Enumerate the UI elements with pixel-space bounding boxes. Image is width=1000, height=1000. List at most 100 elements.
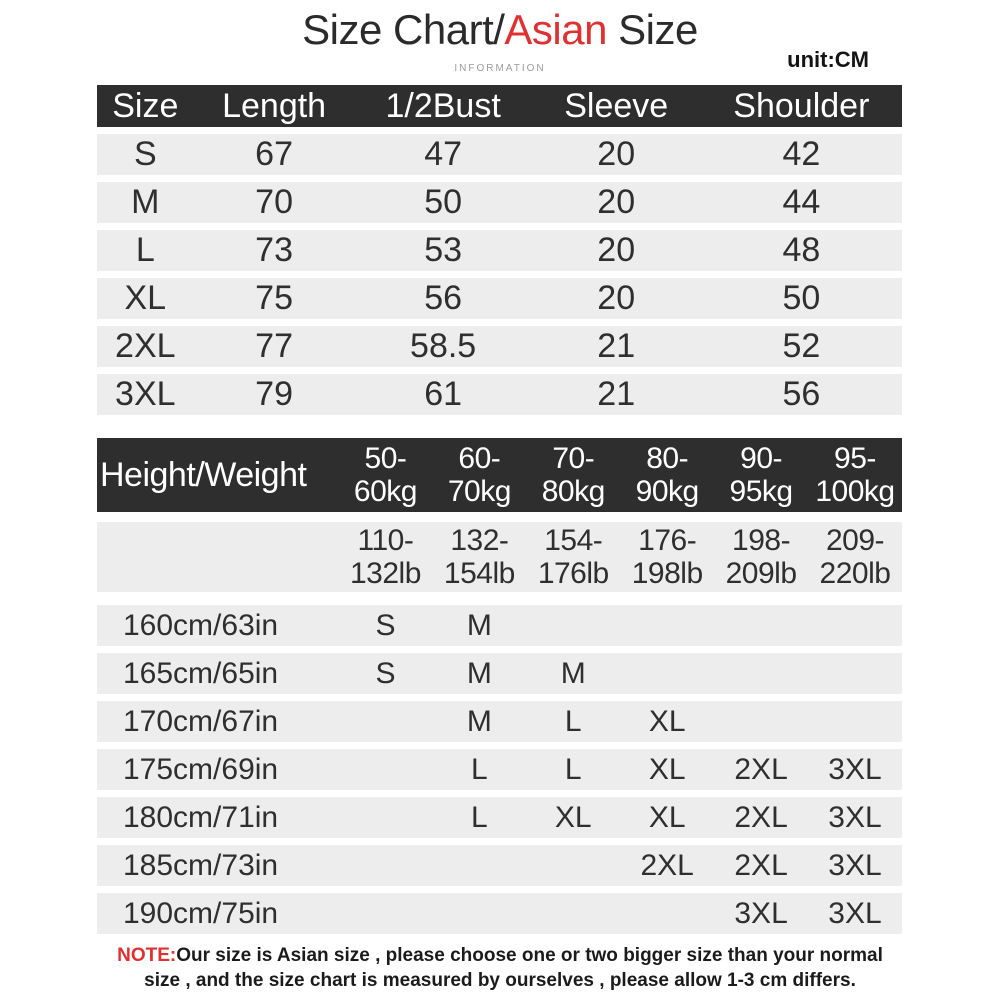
fit-cell: L: [564, 704, 582, 738]
page-title: Size Chart/Asian Size: [0, 6, 1000, 54]
table-row: S 67 47 20 42: [97, 134, 902, 175]
corner-label: Height/Weight: [100, 455, 307, 494]
fit-table-header-row: Height/Weight 50- 60kg 60- 70kg 70- 80kg…: [97, 438, 902, 512]
length-cell: 73: [255, 231, 293, 269]
note-label: NOTE:: [117, 945, 177, 966]
weight-kg-line2: 70kg: [447, 475, 512, 508]
note-line1: Our size is Asian size , please choose o…: [176, 945, 883, 966]
weight-header-cell: 80- 90kg: [620, 442, 714, 508]
size-note: NOTE:Our size is Asian size , please cho…: [85, 944, 915, 993]
fit-cell: 3XL: [828, 896, 882, 930]
weight-lb-cell: 132- 154lb: [432, 524, 526, 590]
table-row: 3XL 79 61 21 56: [97, 374, 902, 415]
weight-kg-line2: 100kg: [815, 475, 895, 508]
weight-header-cell: 50- 60kg: [339, 442, 433, 508]
fit-cell: L: [471, 800, 488, 834]
weight-lb-cell: 209- 220lb: [808, 524, 902, 590]
size-table-header-row: Size Length 1/2Bust Sleeve Shoulder: [97, 85, 902, 127]
fit-cell: M: [466, 608, 492, 642]
pounds-row: 110- 132lb 132- 154lb 154- 176lb 176- 19…: [97, 522, 902, 592]
bust-cell: 61: [424, 375, 463, 413]
information-label: INFORMATION: [454, 63, 546, 74]
fit-cell: 2XL: [734, 848, 788, 882]
weight-kg-line2: 80kg: [541, 475, 606, 508]
height-row: 180cm/71in L XL XL 2XL 3XL: [97, 797, 902, 838]
weight-lb-line1: 176-: [638, 524, 697, 557]
size-cell: XL: [124, 279, 167, 317]
fit-cell: 3XL: [828, 752, 882, 786]
weight-header-cell: 60- 70kg: [432, 442, 526, 508]
length-cell: 70: [255, 183, 293, 221]
fit-cell: 3XL: [734, 896, 788, 930]
weight-lb-line2: 176lb: [537, 557, 609, 590]
fit-cell: M: [466, 656, 492, 690]
size-cell: M: [131, 183, 160, 221]
fit-cell: L: [564, 752, 582, 786]
shoulder-cell: 48: [782, 231, 821, 269]
weight-lb-cell: 110- 132lb: [339, 524, 433, 590]
shoulder-cell: 42: [782, 135, 821, 173]
weight-lb-cell: 154- 176lb: [526, 524, 620, 590]
bust-cell: 56: [424, 279, 463, 317]
fit-cell: 2XL: [734, 800, 788, 834]
height-label: 160cm/63in: [123, 608, 279, 642]
column-header-size: Size: [112, 86, 179, 125]
height-label: 170cm/67in: [123, 704, 279, 738]
height-row: 165cm/65in S M M: [97, 653, 902, 694]
bust-cell: 50: [424, 183, 463, 221]
weight-kg-line1: 95-: [834, 442, 876, 475]
height-label: 165cm/65in: [123, 656, 279, 690]
weight-lb-cell: 176- 198lb: [620, 524, 714, 590]
height-row: 170cm/67in M L XL: [97, 701, 902, 742]
bust-cell: 53: [424, 231, 463, 269]
fit-cell: 2XL: [640, 848, 694, 882]
sleeve-cell: 20: [597, 183, 636, 221]
title-part2: Size: [606, 6, 698, 53]
shoulder-cell: 50: [782, 279, 821, 317]
size-table: Size Length 1/2Bust Sleeve Shoulder S 67…: [97, 85, 902, 415]
weight-kg-line1: 80-: [646, 442, 689, 475]
fit-cell: XL: [648, 704, 686, 738]
weight-kg-line2: 60kg: [353, 475, 418, 508]
weight-lb-line2: 132lb: [350, 557, 421, 590]
title-part1: Size Chart/: [302, 6, 505, 53]
fit-cell: M: [560, 656, 586, 690]
weight-lb-line2: 154lb: [443, 557, 515, 590]
height-label: 180cm/71in: [123, 800, 279, 834]
fit-cell: 2XL: [734, 752, 788, 786]
fit-cell: S: [375, 608, 396, 642]
weight-kg-line1: 70-: [552, 442, 595, 475]
sleeve-cell: 21: [597, 327, 636, 365]
note-line2: size , and the size chart is measured by…: [144, 969, 856, 991]
fit-cell: XL: [648, 800, 686, 834]
size-cell: 3XL: [115, 375, 176, 413]
height-row: 185cm/73in 2XL 2XL 3XL: [97, 845, 902, 886]
fit-cell: L: [471, 752, 488, 786]
weight-header-cell: 90- 95kg: [714, 442, 808, 508]
column-header-length: Length: [222, 86, 327, 125]
sleeve-cell: 20: [597, 135, 636, 173]
table-row: XL 75 56 20 50: [97, 278, 902, 319]
fit-cell: XL: [554, 800, 592, 834]
weight-kg-line2: 95kg: [729, 475, 794, 508]
weight-kg-line1: 90-: [740, 442, 782, 475]
length-cell: 77: [255, 327, 293, 365]
title-accent: Asian: [504, 6, 607, 53]
height-label: 185cm/73in: [123, 848, 279, 882]
weight-header-cell: 70- 80kg: [526, 442, 620, 508]
size-cell: L: [135, 231, 155, 269]
weight-lb-line1: 154-: [544, 524, 603, 557]
weight-kg-line1: 60-: [458, 442, 501, 475]
weight-lb-line1: 209-: [825, 524, 885, 557]
weight-lb-line1: 110-: [357, 524, 414, 557]
height-label: 175cm/69in: [123, 752, 279, 786]
size-cell: 2XL: [115, 327, 176, 365]
weight-lb-cell: 198- 209lb: [714, 524, 808, 590]
weight-lb-line2: 209lb: [725, 557, 797, 590]
height-row: 175cm/69in L L XL 2XL 3XL: [97, 749, 902, 790]
weight-lb-line1: 132-: [450, 524, 509, 557]
height-row: 160cm/63in S M: [97, 605, 902, 646]
length-cell: 67: [255, 135, 293, 173]
length-cell: 75: [255, 279, 293, 317]
table-row: 2XL 77 58.5 21 52: [97, 326, 902, 367]
